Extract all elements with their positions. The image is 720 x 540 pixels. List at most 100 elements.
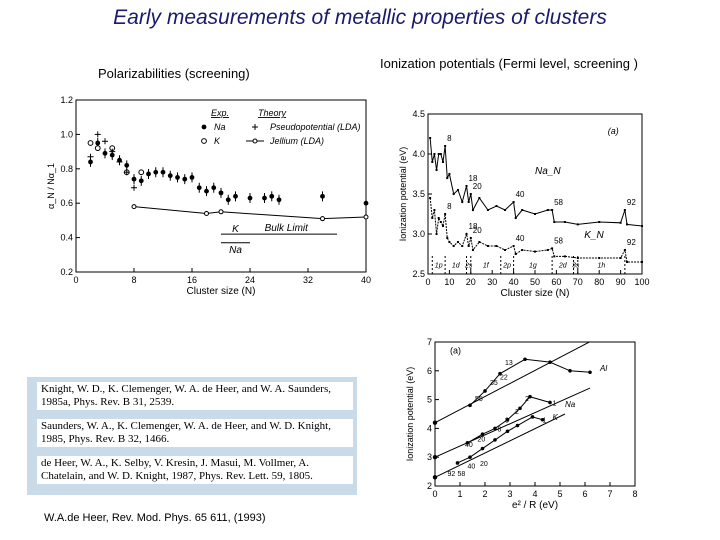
k-ip-point [441,225,444,227]
k-er-point [505,429,510,434]
pol-xtick-label: 0 [73,275,78,285]
ip-xtick-label: 90 [616,277,626,287]
na-point [204,188,209,194]
er-point-label: 1 [543,418,547,425]
k-ip-point [495,245,498,247]
na-point [153,169,159,175]
na-peak-label: 40 [516,190,525,199]
al-er-point [568,369,572,373]
pol-xtick-label: 16 [187,275,197,285]
er-xtick-label: 2 [482,489,487,499]
na-ip-point [504,209,507,211]
k-ip-point [626,261,629,263]
na-point [196,185,202,191]
k-peak-label: 58 [554,236,563,245]
na-ip-point [446,177,449,179]
legend-name-0: Na [214,122,226,132]
na-ip-point [512,201,515,203]
jellium-point [204,211,209,217]
ip-xtick-label: 70 [573,277,583,287]
k-curve-label: K_N [584,230,604,241]
er-point-label: 8 [498,426,502,433]
na-ip-point [551,209,554,211]
er-point-label: 22 [500,374,508,381]
na-point [182,176,188,182]
k-er-point [540,417,545,422]
er-xtick-label: 6 [582,489,587,499]
na-ip-point [444,145,447,147]
polarizability-chart: 0 8 16 24 32 40 0.2 0.4 0.6 0.8 1.0 1.2 Cluster size… [46,95,371,297]
pol-ytick-label: 0.6 [60,198,73,208]
k-ip-point [512,245,515,247]
ip-xtick-label: 50 [530,277,540,287]
er-series-label: Al [599,364,607,373]
citation: W.A.de Heer, Rev. Mod. Phys. 65 611, (19… [44,512,266,524]
er-point-label: 20 [480,461,488,468]
na-bulk-label: Na [229,245,242,256]
shell-label: 1f [483,263,490,270]
er-ytick-label: 2 [427,481,432,491]
na-point [88,159,93,165]
na-ip-point [431,161,434,163]
na-ip-point [429,137,432,139]
pol-xtick-label: 32 [303,275,313,285]
na-er-point [480,432,485,436]
ip-ytick-label: 3.0 [412,229,425,239]
legend-na-marker [201,124,207,130]
k-peak-label: 18 [469,222,478,231]
na-ip-point [521,209,524,211]
na-point [167,173,173,179]
k-peak-label: 40 [516,234,525,243]
er-point-label: 2 [515,409,519,416]
shell-label: 1h [597,263,605,270]
k-ip-point [471,249,474,251]
k-ip-point [446,237,449,239]
na-point [189,175,195,180]
k-ip-point [563,255,566,258]
na-ip-point [534,213,536,215]
na-point [269,193,275,199]
bulk-intercept-point [432,475,438,480]
ip-xlabel: Cluster size (N) [501,288,570,299]
k-ip-point [437,217,440,219]
k-ip-point [448,241,451,243]
er-xtick-label: 8 [632,489,637,499]
al-er-point [588,370,592,375]
jellium-line [133,206,367,220]
na-ip-point [461,201,464,203]
ip-xtick-label: 10 [444,277,454,287]
k-ip-point [435,233,438,235]
na-ip-point [546,209,549,211]
er-point-label: 55 [475,396,483,403]
ip-ytick-label: 2.5 [412,269,425,279]
na-peak-label: 20 [473,182,482,191]
references-panel: Knight, W. D., K. Clemenger, W. A. de He… [27,377,357,495]
na-point [233,193,238,199]
na-ip-point [441,161,444,163]
er-series-label: Na [565,400,576,409]
ip-ylabel: Ionization potential (eV) [398,147,408,242]
na-er-point [518,406,522,411]
ionization-size-chart: 0 10 20 30 40 50 60 70 80 90 100 2.5 3.0 3.5 4.0 4.5 Clu… [398,109,650,299]
er-xtick-label: 0 [432,489,437,499]
na-curve-label: Na_N [535,166,561,177]
k-ip-point [521,249,524,251]
k-point [87,140,94,146]
legend-jellium-circle [252,138,258,144]
er-panel-label: (a) [450,346,461,356]
na-point [131,176,137,182]
slide-title: Early measurements of metallic propertie… [113,6,607,29]
k-ip-point [461,245,464,247]
legend-theory-0: Pseudopotential (LDA) [270,122,361,132]
al-er-point [498,371,502,376]
er-xlabel: e² / R (eV) [512,500,558,511]
er-ylabel: Ionization potential (eV) [405,367,415,462]
na-ip-point [641,225,643,227]
k-ip-point [429,197,432,199]
na-ip-point [563,221,566,223]
na-point [160,169,166,175]
na-er-point [548,400,552,405]
k-ip-point [456,241,459,243]
ip-xtick-label: 40 [509,277,519,287]
ip-xtick-label: 60 [551,277,561,287]
